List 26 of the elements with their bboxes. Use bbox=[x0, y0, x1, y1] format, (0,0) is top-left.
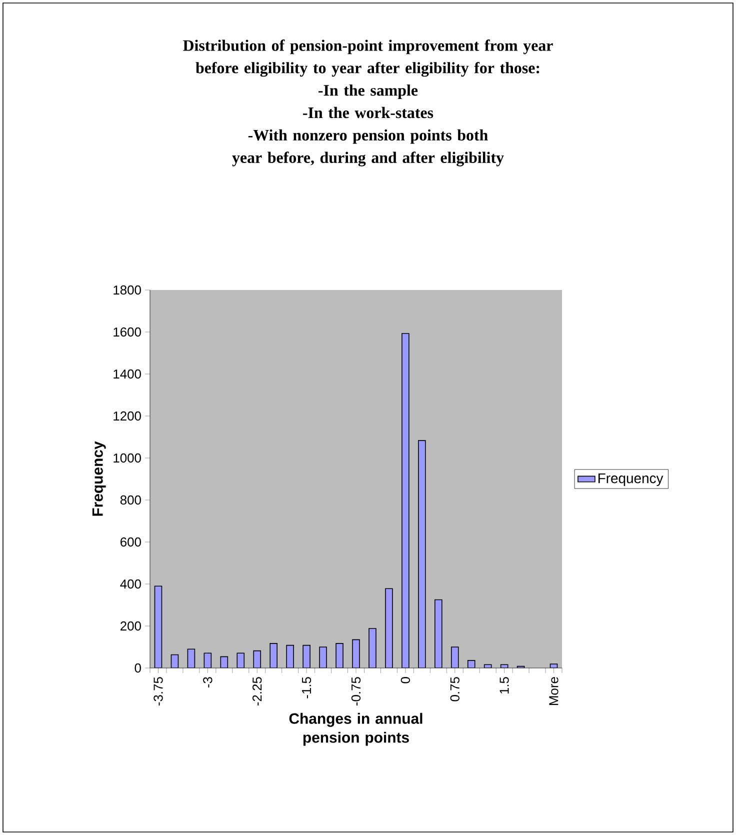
text: -In the sample bbox=[318, 84, 418, 99]
y-tick-label: 0 bbox=[134, 663, 141, 673]
y-tick-label: 1000 bbox=[114, 453, 141, 463]
y-tick-label: 600 bbox=[120, 537, 141, 547]
x-tick-label: 0 bbox=[400, 677, 410, 684]
text: -With nonzero pension points both year before, during and after eligibility bbox=[232, 129, 504, 166]
y-axis-title: Frequency bbox=[92, 441, 106, 516]
text: -In the work-states bbox=[303, 106, 434, 118]
y-tick-label: 1200 bbox=[114, 411, 141, 421]
y-tick-label: 1600 bbox=[114, 327, 141, 337]
y-tick-label: 1400 bbox=[114, 369, 141, 379]
legend-label: Frequency bbox=[598, 473, 664, 486]
x-axis-title: Changes in annual pension points bbox=[289, 712, 422, 746]
x-tick-label: -0.75 bbox=[351, 677, 361, 706]
x-tick-label: -2.25 bbox=[252, 677, 262, 706]
x-tick-label: More bbox=[549, 677, 558, 705]
chart-title: Distribution of pension-point improvement from year before eligibility to year after eligibility for those: bbox=[183, 40, 553, 77]
x-tick-label: -1.5 bbox=[302, 677, 312, 698]
x-tick-label: 0.75 bbox=[450, 677, 460, 702]
y-tick-label: 200 bbox=[120, 621, 141, 631]
x-tick-label: -3 bbox=[203, 677, 212, 688]
x-tick-label: 1.5 bbox=[500, 677, 509, 694]
y-tick-label: 800 bbox=[120, 495, 141, 505]
y-tick-label: 400 bbox=[120, 579, 141, 589]
x-tick-label: -3.75 bbox=[154, 677, 163, 706]
y-tick-label: 1800 bbox=[114, 285, 141, 295]
